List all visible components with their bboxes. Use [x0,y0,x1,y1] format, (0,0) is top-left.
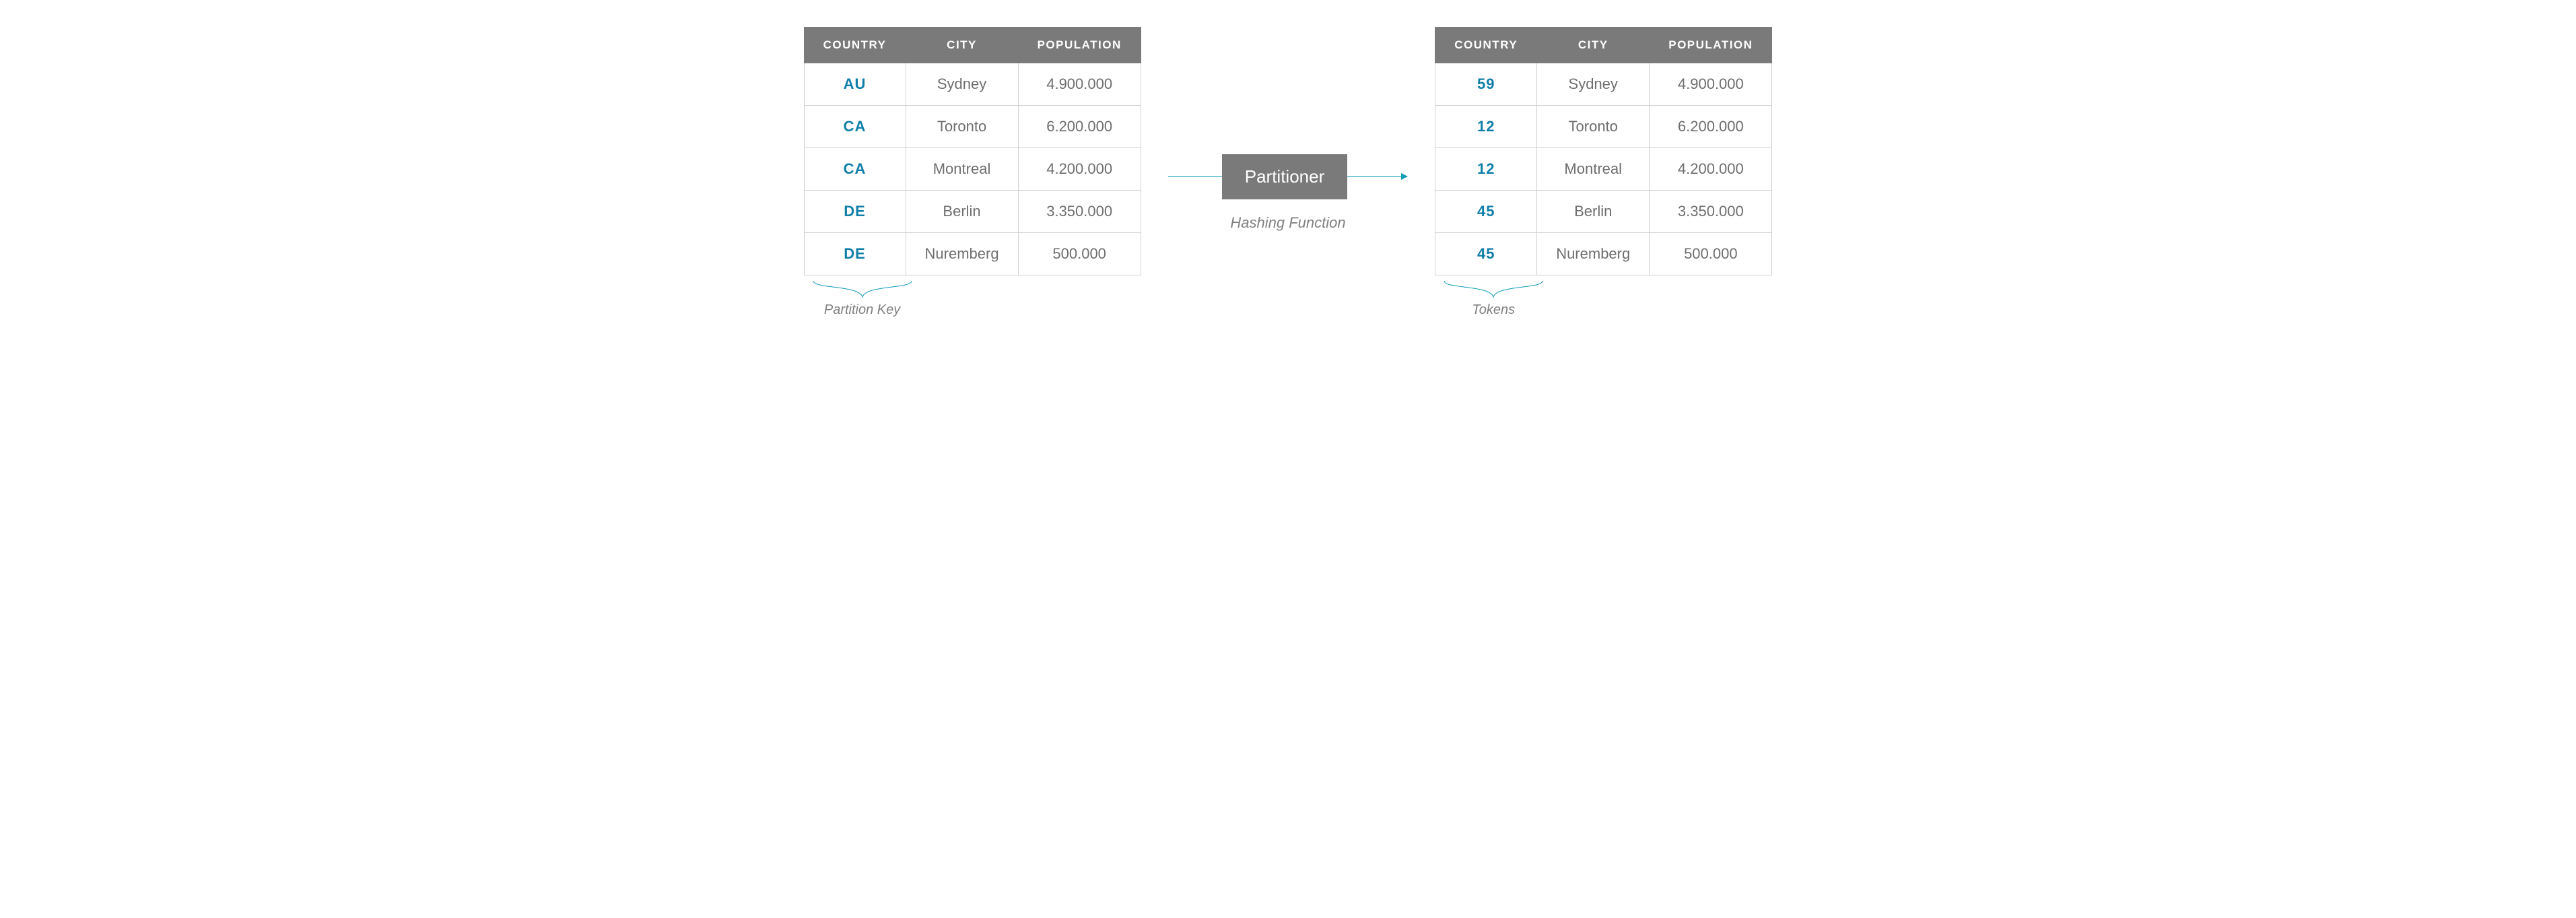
table-row: 12 Toronto 6.200.000 [1435,106,1772,148]
cell-pop: 3.350.000 [1018,191,1141,233]
table-row: CA Toronto 6.200.000 [804,106,1141,148]
brace-right: Tokens [1443,280,1544,318]
cell-key: 12 [1435,106,1537,148]
cell-key: DE [804,233,906,275]
cell-key: AU [804,63,906,106]
cell-pop: 500.000 [1018,233,1141,275]
cell-city: Sydney [1537,63,1650,106]
table-row: 45 Berlin 3.350.000 [1435,191,1772,233]
cell-pop: 6.200.000 [1018,106,1141,148]
table-row: AU Sydney 4.900.000 [804,63,1141,106]
brace-label-right: Tokens [1472,302,1515,318]
brace-label-left: Partition Key [824,302,900,318]
table-row: DE Berlin 3.350.000 [804,191,1141,233]
hashing-label: Hashing Function [1230,214,1345,232]
cell-city: Berlin [906,191,1018,233]
cell-city: Nuremberg [1537,233,1650,275]
brace-left: Partition Key [812,280,913,318]
th-pop: POPULATION [1018,28,1141,63]
table-row: 12 Montreal 4.200.000 [1435,148,1772,191]
cell-city: Montreal [1537,148,1650,191]
cell-key: CA [804,148,906,191]
arrow-head-icon [1401,173,1408,180]
brace-icon [1443,280,1544,300]
table-row: DE Nuremberg 500.000 [804,233,1141,275]
th-city: CITY [906,28,1018,63]
cell-pop: 4.900.000 [1018,63,1141,106]
source-table: COUNTRY CITY POPULATION AU Sydney 4.900.… [804,27,1141,275]
left-column: COUNTRY CITY POPULATION AU Sydney 4.900.… [804,27,1141,318]
th-country: COUNTRY [1435,28,1537,63]
th-country: COUNTRY [804,28,906,63]
th-pop: POPULATION [1650,28,1772,63]
th-city: CITY [1537,28,1650,63]
cell-city: Toronto [906,106,1018,148]
cell-city: Berlin [1537,191,1650,233]
cell-key: DE [804,191,906,233]
cell-key: CA [804,106,906,148]
arrow-line-right [1347,176,1401,177]
cell-pop: 4.200.000 [1018,148,1141,191]
cell-city: Sydney [906,63,1018,106]
cell-pop: 3.350.000 [1650,191,1772,233]
table-row: 59 Sydney 4.900.000 [1435,63,1772,106]
cell-key: 59 [1435,63,1537,106]
cell-key: 45 [1435,233,1537,275]
result-table: COUNTRY CITY POPULATION 59 Sydney 4.900.… [1435,27,1772,275]
middle-column: Partitioner Hashing Function [1168,114,1409,232]
cell-pop: 4.900.000 [1650,63,1772,106]
cell-pop: 500.000 [1650,233,1772,275]
table-row: 45 Nuremberg 500.000 [1435,233,1772,275]
cell-pop: 4.200.000 [1650,148,1772,191]
brace-icon [812,280,913,300]
arrow-line-left [1168,176,1222,177]
cell-pop: 6.200.000 [1650,106,1772,148]
cell-city: Toronto [1537,106,1650,148]
arrow-row: Partitioner [1168,154,1409,199]
cell-key: 45 [1435,191,1537,233]
right-column: COUNTRY CITY POPULATION 59 Sydney 4.900.… [1435,27,1772,318]
cell-key: 12 [1435,148,1537,191]
cell-city: Montreal [906,148,1018,191]
cell-city: Nuremberg [906,233,1018,275]
partitioner-box: Partitioner [1222,154,1348,199]
table-row: CA Montreal 4.200.000 [804,148,1141,191]
